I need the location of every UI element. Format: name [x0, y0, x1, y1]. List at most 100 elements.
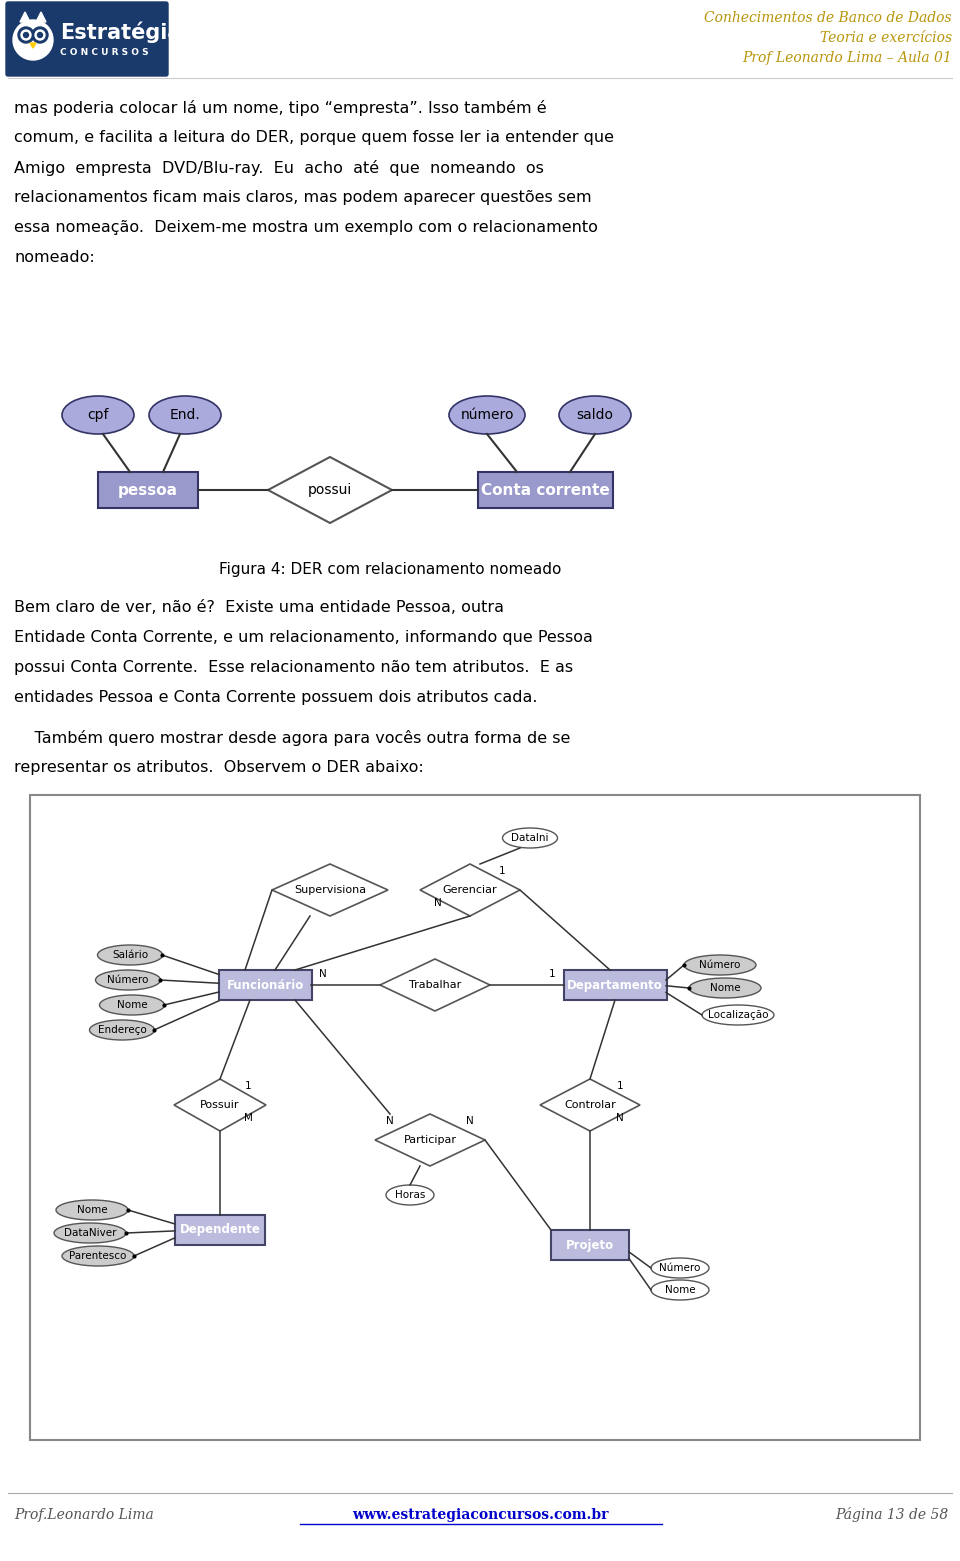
Polygon shape	[375, 1115, 485, 1166]
Text: 1: 1	[616, 1082, 623, 1091]
Text: C O N C U R S O S: C O N C U R S O S	[60, 47, 149, 56]
Text: Estratégia: Estratégia	[60, 22, 181, 42]
Ellipse shape	[502, 827, 558, 848]
Polygon shape	[30, 44, 36, 48]
Text: N: N	[319, 969, 326, 979]
FancyBboxPatch shape	[98, 471, 198, 507]
Text: entidades Pessoa e Conta Corrente possuem dois atributos cada.: entidades Pessoa e Conta Corrente possue…	[14, 690, 538, 706]
FancyBboxPatch shape	[564, 969, 666, 1001]
Text: Possuir: Possuir	[201, 1101, 240, 1110]
Ellipse shape	[449, 396, 525, 434]
Text: pessoa: pessoa	[118, 482, 178, 498]
Polygon shape	[380, 958, 490, 1012]
Text: Endereço: Endereço	[98, 1026, 146, 1035]
Text: saldo: saldo	[577, 407, 613, 421]
Circle shape	[13, 20, 53, 59]
Polygon shape	[268, 457, 392, 523]
Text: Localização: Localização	[708, 1010, 768, 1019]
Text: cpf: cpf	[87, 407, 108, 421]
Text: Funcionário: Funcionário	[227, 979, 303, 991]
Text: mas poderia colocar lá um nome, tipo “empresta”. Isso também é: mas poderia colocar lá um nome, tipo “em…	[14, 100, 546, 116]
Polygon shape	[36, 12, 46, 22]
Circle shape	[35, 30, 45, 41]
Text: Prof Leonardo Lima – Aula 01: Prof Leonardo Lima – Aula 01	[742, 52, 952, 66]
Ellipse shape	[689, 979, 761, 997]
Text: Projeto: Projeto	[566, 1238, 614, 1252]
Text: Figura 4: DER com relacionamento nomeado: Figura 4: DER com relacionamento nomeado	[219, 562, 562, 578]
Text: Nome: Nome	[77, 1205, 108, 1214]
Ellipse shape	[95, 969, 160, 990]
FancyBboxPatch shape	[6, 2, 168, 76]
Text: Trabalhar: Trabalhar	[409, 980, 461, 990]
Text: nomeado:: nomeado:	[14, 250, 95, 265]
FancyBboxPatch shape	[219, 969, 311, 1001]
Text: DataNiver: DataNiver	[63, 1229, 116, 1238]
Text: Também quero mostrar desde agora para vocês outra forma de se: Também quero mostrar desde agora para vo…	[14, 731, 570, 746]
FancyBboxPatch shape	[30, 795, 920, 1439]
Text: Número: Número	[108, 976, 149, 985]
Ellipse shape	[100, 994, 164, 1015]
Ellipse shape	[56, 1200, 128, 1221]
Text: Nome: Nome	[664, 1285, 695, 1296]
Text: comum, e facilita a leitura do DER, porque quem fosse ler ia entender que: comum, e facilita a leitura do DER, porq…	[14, 130, 614, 145]
Text: Conta corrente: Conta corrente	[481, 482, 610, 498]
Text: Supervisiona: Supervisiona	[294, 885, 366, 894]
Text: relacionamentos ficam mais claros, mas podem aparecer questões sem: relacionamentos ficam mais claros, mas p…	[14, 190, 591, 204]
Text: número: número	[460, 407, 514, 421]
FancyBboxPatch shape	[175, 1214, 265, 1246]
Text: possui Conta Corrente.  Esse relacionamento não tem atributos.  E as: possui Conta Corrente. Esse relacionamen…	[14, 660, 573, 674]
Circle shape	[23, 33, 29, 37]
Text: N: N	[616, 1113, 624, 1122]
Text: Participar: Participar	[403, 1135, 457, 1146]
Polygon shape	[420, 863, 520, 916]
Ellipse shape	[54, 1222, 126, 1243]
Text: M: M	[244, 1113, 252, 1122]
Ellipse shape	[149, 396, 221, 434]
Text: Número: Número	[660, 1263, 701, 1274]
Text: Nome: Nome	[709, 983, 740, 993]
Text: Nome: Nome	[117, 1001, 147, 1010]
FancyBboxPatch shape	[477, 471, 612, 507]
Ellipse shape	[62, 396, 134, 434]
Text: N: N	[386, 1116, 394, 1125]
Text: Prof.Leonardo Lima: Prof.Leonardo Lima	[14, 1508, 154, 1522]
Text: Parentesco: Parentesco	[69, 1250, 127, 1261]
Ellipse shape	[684, 955, 756, 976]
Text: Entidade Conta Corrente, e um relacionamento, informando que Pessoa: Entidade Conta Corrente, e um relacionam…	[14, 631, 593, 645]
Ellipse shape	[559, 396, 631, 434]
Ellipse shape	[89, 1019, 155, 1040]
Text: Gerenciar: Gerenciar	[443, 885, 497, 894]
Text: 1: 1	[245, 1082, 252, 1091]
Ellipse shape	[386, 1185, 434, 1205]
Text: www.estrategiaconcursos.com.br: www.estrategiaconcursos.com.br	[351, 1508, 609, 1522]
Text: N: N	[467, 1116, 474, 1125]
Text: DataIni: DataIni	[512, 834, 549, 843]
Text: Salário: Salário	[112, 951, 148, 960]
Circle shape	[32, 27, 48, 44]
Polygon shape	[20, 12, 30, 22]
Ellipse shape	[702, 1005, 774, 1026]
Ellipse shape	[98, 944, 162, 965]
Text: Conhecimentos de Banco de Dados: Conhecimentos de Banco de Dados	[705, 11, 952, 25]
Polygon shape	[174, 1079, 266, 1132]
Polygon shape	[540, 1079, 640, 1132]
FancyBboxPatch shape	[551, 1230, 629, 1260]
Text: Amigo  empresta  DVD/Blu-ray.  Eu  acho  até  que  nomeando  os: Amigo empresta DVD/Blu-ray. Eu acho até …	[14, 159, 544, 176]
Text: N: N	[434, 898, 442, 909]
Text: End.: End.	[170, 407, 201, 421]
Text: essa nomeação.  Deixem-me mostra um exemplo com o relacionamento: essa nomeação. Deixem-me mostra um exemp…	[14, 220, 598, 236]
Text: representar os atributos.  Observem o DER abaixo:: representar os atributos. Observem o DER…	[14, 760, 423, 774]
Text: Horas: Horas	[395, 1189, 425, 1200]
Text: possui: possui	[308, 482, 352, 496]
Circle shape	[37, 33, 42, 37]
Text: Página 13 de 58: Página 13 de 58	[835, 1508, 948, 1522]
Ellipse shape	[651, 1258, 709, 1278]
Text: Número: Número	[699, 960, 741, 969]
Ellipse shape	[62, 1246, 134, 1266]
Text: Dependente: Dependente	[180, 1224, 260, 1236]
Text: Controlar: Controlar	[564, 1101, 616, 1110]
Text: Teoria e exercícios: Teoria e exercícios	[820, 31, 952, 45]
Ellipse shape	[651, 1280, 709, 1300]
Text: Bem claro de ver, não é?  Existe uma entidade Pessoa, outra: Bem claro de ver, não é? Existe uma enti…	[14, 599, 504, 615]
Circle shape	[21, 30, 31, 41]
